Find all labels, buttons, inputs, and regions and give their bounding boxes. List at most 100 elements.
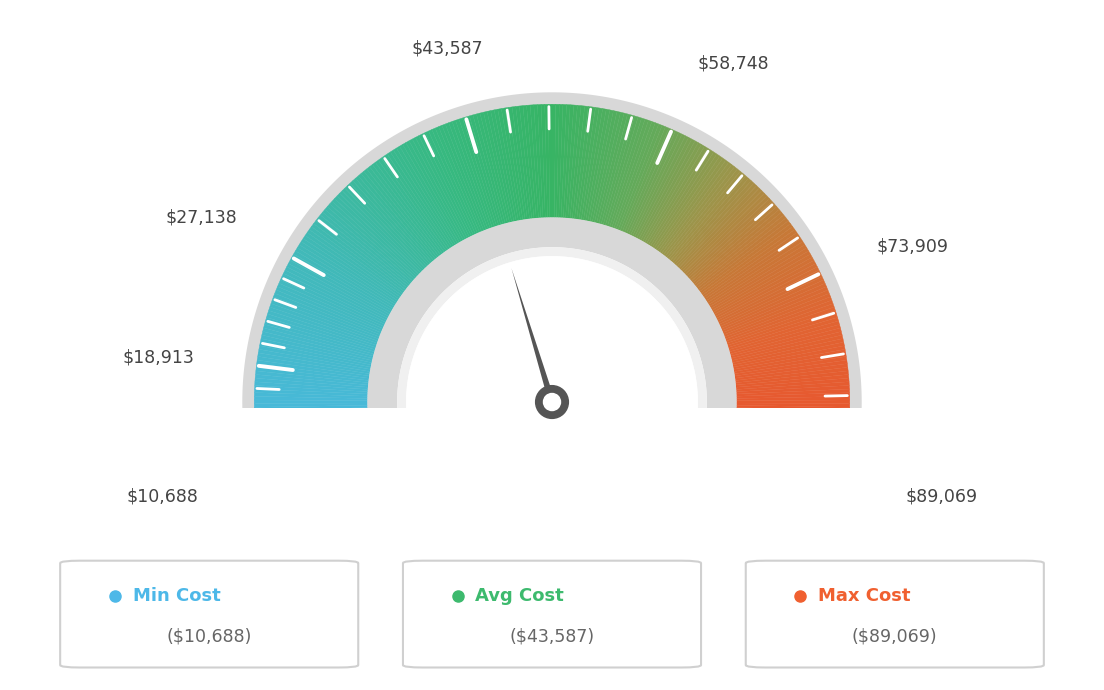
Polygon shape: [633, 134, 686, 237]
Polygon shape: [732, 339, 843, 365]
Polygon shape: [299, 241, 396, 304]
Polygon shape: [735, 360, 847, 378]
Polygon shape: [435, 127, 481, 233]
Polygon shape: [735, 419, 849, 433]
Polygon shape: [544, 104, 550, 217]
Polygon shape: [456, 119, 495, 227]
Polygon shape: [453, 120, 492, 228]
Polygon shape: [679, 186, 760, 269]
Polygon shape: [254, 400, 368, 404]
Polygon shape: [320, 213, 410, 286]
Polygon shape: [690, 204, 777, 281]
Polygon shape: [594, 112, 624, 223]
Polygon shape: [255, 371, 369, 385]
Polygon shape: [304, 235, 399, 301]
Polygon shape: [274, 293, 380, 337]
Polygon shape: [259, 342, 371, 367]
Polygon shape: [735, 423, 848, 440]
Polygon shape: [337, 193, 421, 274]
Polygon shape: [256, 367, 369, 383]
Polygon shape: [605, 117, 641, 226]
Polygon shape: [703, 233, 799, 299]
Polygon shape: [258, 432, 370, 454]
Polygon shape: [730, 321, 839, 354]
Polygon shape: [736, 393, 850, 398]
Polygon shape: [527, 105, 539, 218]
Polygon shape: [732, 443, 842, 472]
Polygon shape: [616, 123, 659, 230]
Polygon shape: [269, 304, 378, 343]
Text: $73,909: $73,909: [877, 237, 949, 255]
Polygon shape: [585, 109, 609, 221]
Polygon shape: [350, 181, 428, 266]
Polygon shape: [688, 201, 774, 279]
Polygon shape: [262, 331, 373, 360]
Polygon shape: [652, 152, 716, 248]
Polygon shape: [511, 268, 555, 403]
Polygon shape: [428, 130, 478, 234]
Polygon shape: [311, 224, 404, 293]
Polygon shape: [603, 116, 638, 225]
Polygon shape: [626, 130, 676, 234]
Polygon shape: [561, 105, 570, 218]
Polygon shape: [368, 217, 736, 450]
Polygon shape: [623, 127, 669, 233]
Polygon shape: [466, 116, 501, 225]
Polygon shape: [721, 280, 825, 328]
Polygon shape: [264, 324, 374, 356]
Polygon shape: [255, 412, 368, 422]
Polygon shape: [549, 104, 552, 217]
Polygon shape: [284, 270, 386, 322]
Polygon shape: [609, 119, 648, 227]
Polygon shape: [710, 248, 808, 308]
Polygon shape: [736, 396, 850, 401]
Polygon shape: [330, 201, 416, 279]
Polygon shape: [534, 105, 543, 218]
Polygon shape: [258, 349, 370, 371]
Polygon shape: [707, 239, 803, 302]
Polygon shape: [576, 107, 595, 219]
Polygon shape: [708, 241, 805, 304]
Text: $89,069: $89,069: [905, 488, 978, 506]
Polygon shape: [661, 162, 732, 255]
Polygon shape: [267, 310, 376, 348]
Polygon shape: [590, 110, 617, 221]
Polygon shape: [258, 435, 371, 458]
FancyBboxPatch shape: [403, 561, 701, 667]
Polygon shape: [353, 178, 431, 265]
Polygon shape: [736, 386, 849, 394]
Polygon shape: [261, 335, 372, 363]
Polygon shape: [733, 435, 846, 458]
Polygon shape: [473, 114, 506, 224]
Polygon shape: [418, 134, 471, 237]
Polygon shape: [296, 248, 394, 308]
Polygon shape: [734, 357, 847, 376]
Polygon shape: [301, 239, 397, 302]
Polygon shape: [348, 183, 427, 268]
Polygon shape: [711, 251, 810, 310]
Polygon shape: [637, 137, 692, 239]
Polygon shape: [660, 160, 729, 253]
Polygon shape: [639, 139, 696, 240]
Polygon shape: [620, 126, 666, 231]
Polygon shape: [257, 353, 370, 374]
Polygon shape: [635, 136, 689, 238]
Polygon shape: [291, 254, 392, 312]
Polygon shape: [700, 224, 793, 293]
Polygon shape: [730, 324, 840, 356]
Polygon shape: [327, 204, 414, 281]
Polygon shape: [259, 437, 371, 462]
Polygon shape: [735, 371, 849, 385]
Polygon shape: [712, 254, 813, 312]
Polygon shape: [519, 106, 534, 219]
Text: $58,748: $58,748: [698, 55, 768, 72]
Polygon shape: [728, 310, 837, 348]
Polygon shape: [732, 335, 843, 363]
Polygon shape: [645, 144, 704, 244]
Polygon shape: [677, 183, 756, 268]
Polygon shape: [194, 408, 910, 581]
Polygon shape: [280, 277, 384, 326]
Polygon shape: [268, 307, 376, 345]
Text: Max Cost: Max Cost: [818, 586, 911, 604]
Polygon shape: [734, 428, 847, 447]
